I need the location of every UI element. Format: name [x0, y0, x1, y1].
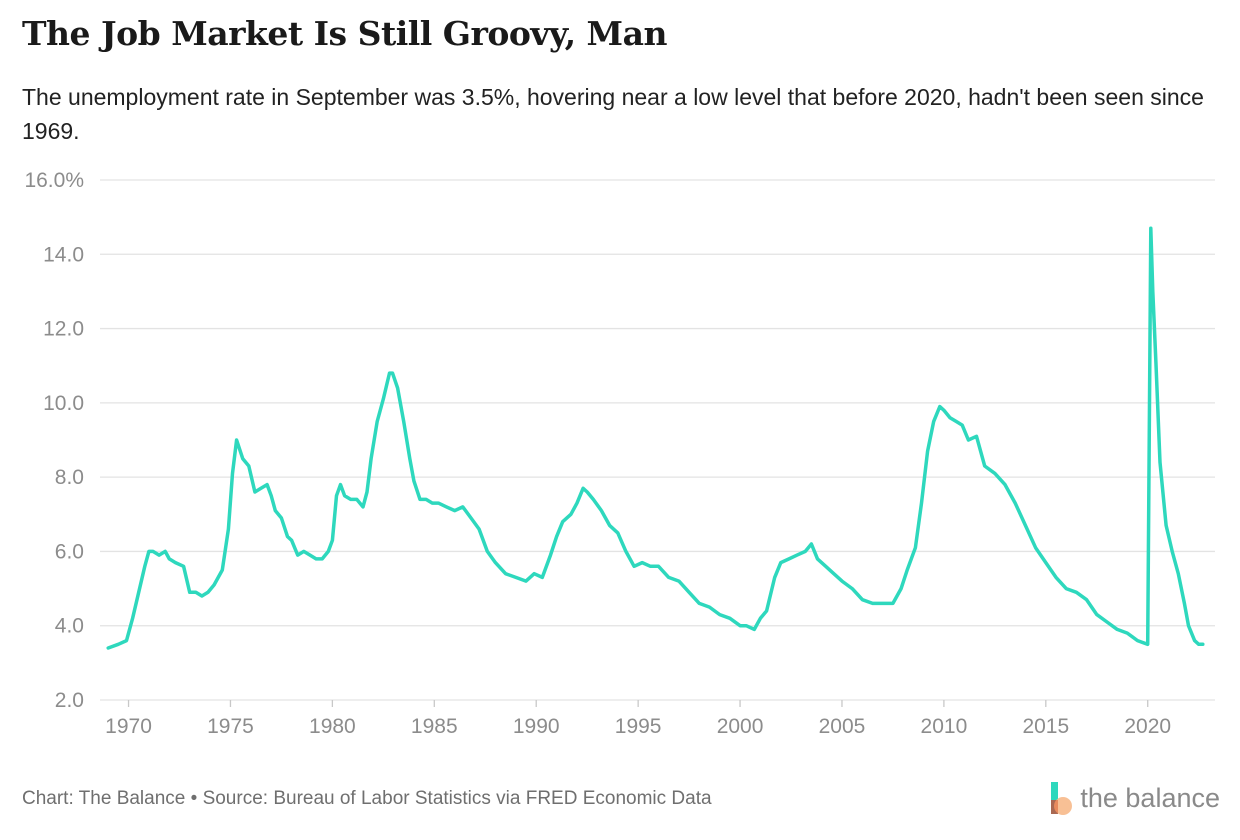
grid-lines [100, 179, 1215, 701]
balance-logo-icon [1051, 782, 1073, 815]
x-tick-label: 1990 [513, 715, 560, 738]
y-tick-label: 8.0 [55, 466, 84, 489]
y-tick-label: 16.0% [24, 169, 84, 192]
y-tick-label: 4.0 [55, 615, 84, 638]
y-tick-label: 2.0 [55, 689, 84, 712]
x-axis-ticks: 1970 1975 1980 1985 1990 1995 2000 2005 2010 2015… [105, 700, 1171, 738]
y-tick-label: 12.0 [43, 318, 84, 341]
x-tick-label: 1995 [615, 715, 662, 738]
x-tick-label: 2020 [1124, 715, 1171, 738]
series-group [106, 226, 1205, 650]
chart-subtitle: The unemployment rate in September was 3… [22, 84, 1204, 144]
x-tick-label: 1985 [411, 715, 458, 738]
x-tick-label: 2015 [1022, 715, 1069, 738]
x-tick-label: 2010 [921, 715, 968, 738]
y-tick-label: 10.0 [43, 392, 84, 415]
series-line-unemployment-rate [106, 226, 1205, 650]
source-footer: Chart: The Balance • Source: Bureau of L… [22, 788, 712, 809]
brand-logo[interactable]: the balance [1048, 778, 1220, 818]
y-tick-label: 14.0 [43, 243, 84, 266]
x-tick-label: 2000 [717, 715, 764, 738]
x-tick-label: 1980 [309, 715, 356, 738]
chart-title: The Job Market Is Still Groovy, Man [22, 14, 667, 53]
x-tick-label: 2005 [819, 715, 866, 738]
logo-text: the balance [1080, 782, 1220, 813]
x-tick-label: 1975 [207, 715, 254, 738]
x-tick-label: 1970 [105, 715, 152, 738]
y-axis-ticks: 2.0 4.0 6.0 8.0 10.0 12.0 14.0 16.0% [24, 169, 84, 712]
y-tick-label: 6.0 [55, 540, 84, 563]
